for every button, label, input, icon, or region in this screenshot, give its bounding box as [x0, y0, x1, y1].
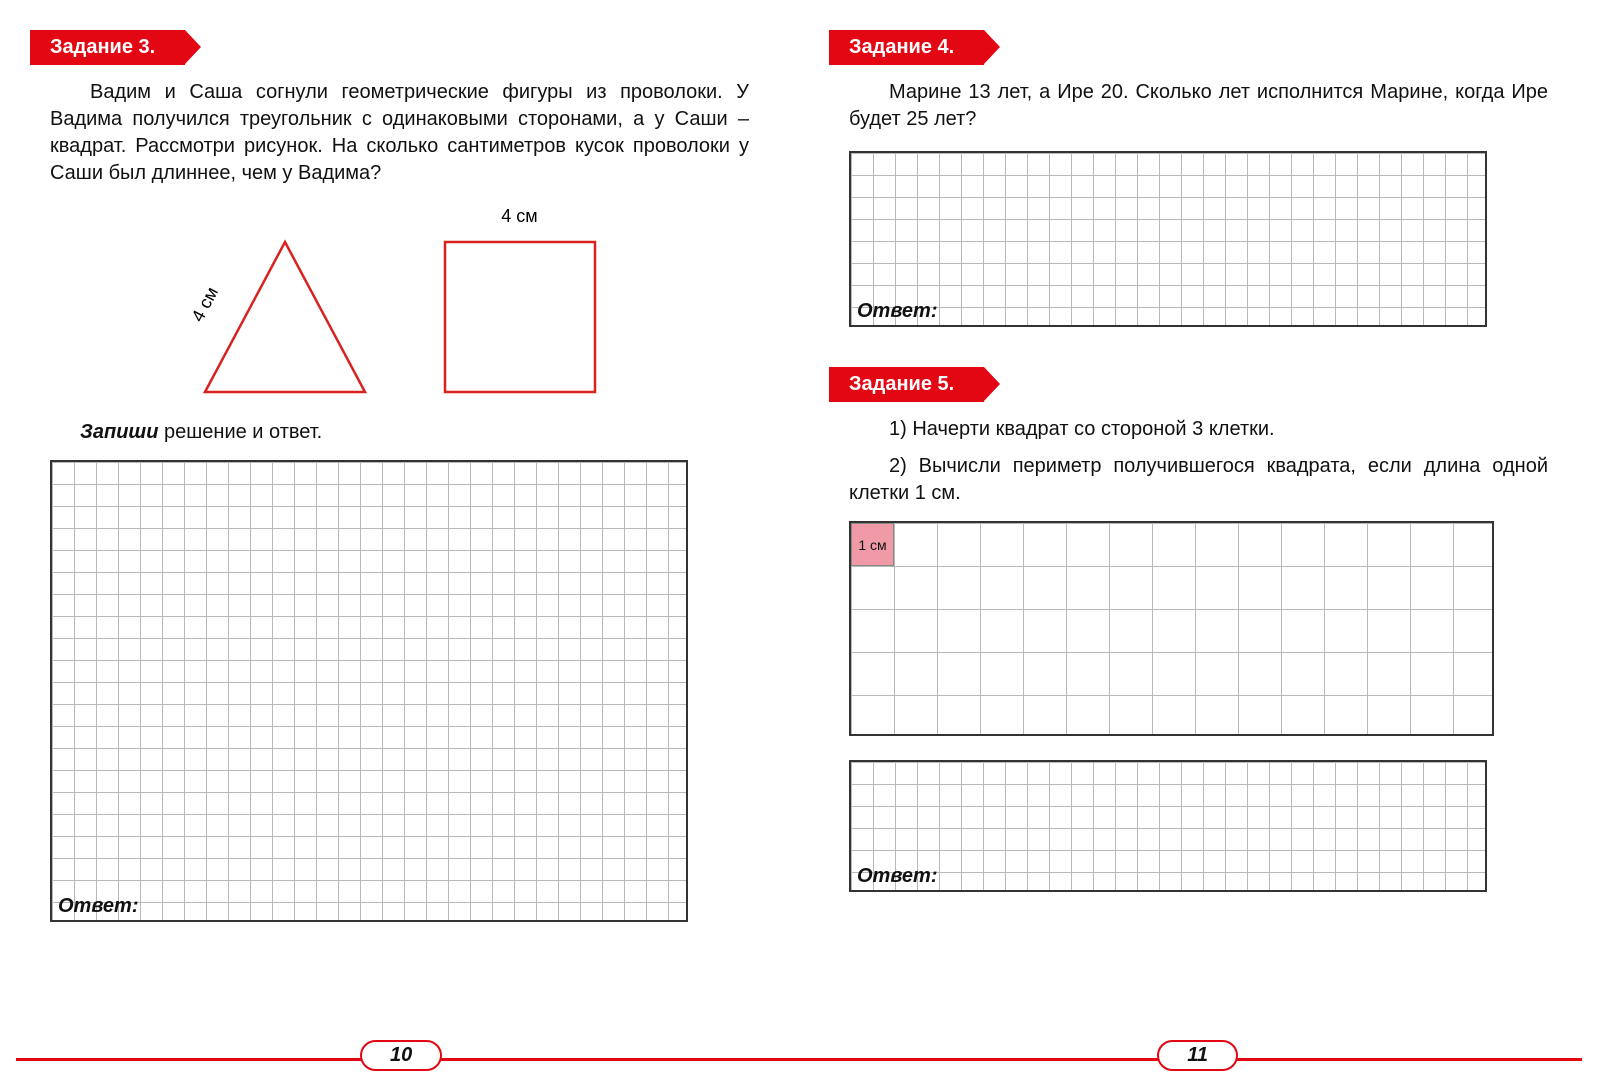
task3-text: Вадим и Саша согнули геометрические фигу…	[50, 79, 749, 187]
task5-header: Задание 5.	[829, 367, 984, 402]
triangle-icon	[195, 232, 375, 402]
task5-line2: 2) Вычисли периметр получившегося квадра…	[849, 453, 1548, 507]
page-number-right: 11	[1157, 1040, 1238, 1071]
triangle-shape: 4 см	[195, 232, 375, 407]
task5-grid-b[interactable]: Ответ:	[849, 760, 1487, 892]
task4-grid[interactable]: Ответ:	[849, 151, 1487, 327]
shapes-row: 4 см 4 см	[50, 207, 749, 407]
footer: 10 11	[0, 1030, 1598, 1074]
task3-grid[interactable]: Ответ:	[50, 460, 688, 922]
page-number-left: 10	[360, 1040, 442, 1071]
task4-text: Марине 13 лет, а Ире 20. Сколько лет исп…	[849, 79, 1548, 133]
task5-grid-a[interactable]: 1 см	[849, 521, 1494, 736]
square-label: 4 см	[435, 206, 605, 227]
square-icon	[435, 232, 605, 402]
pink-cell: 1 см	[851, 523, 894, 566]
task3-answer-label: Ответ:	[58, 895, 139, 918]
task5-line1: 1) Начерти квадрат со стороной 3 клетки.	[849, 416, 1548, 443]
left-page: Задание 3. Вадим и Саша согнули геометри…	[30, 30, 769, 1010]
task5-answer-label: Ответ:	[857, 865, 938, 888]
square-shape: 4 см	[435, 232, 605, 407]
task4-answer-label: Ответ:	[857, 300, 938, 323]
footer-line	[16, 1058, 1582, 1061]
instruction-bold: Запиши	[80, 421, 158, 443]
task4-header: Задание 4.	[829, 30, 984, 65]
right-page: Задание 4. Марине 13 лет, а Ире 20. Скол…	[829, 30, 1568, 1010]
instruction-rest: решение и ответ.	[158, 421, 322, 443]
task3-instruction: Запиши решение и ответ.	[80, 421, 749, 444]
task3-header: Задание 3.	[30, 30, 185, 65]
